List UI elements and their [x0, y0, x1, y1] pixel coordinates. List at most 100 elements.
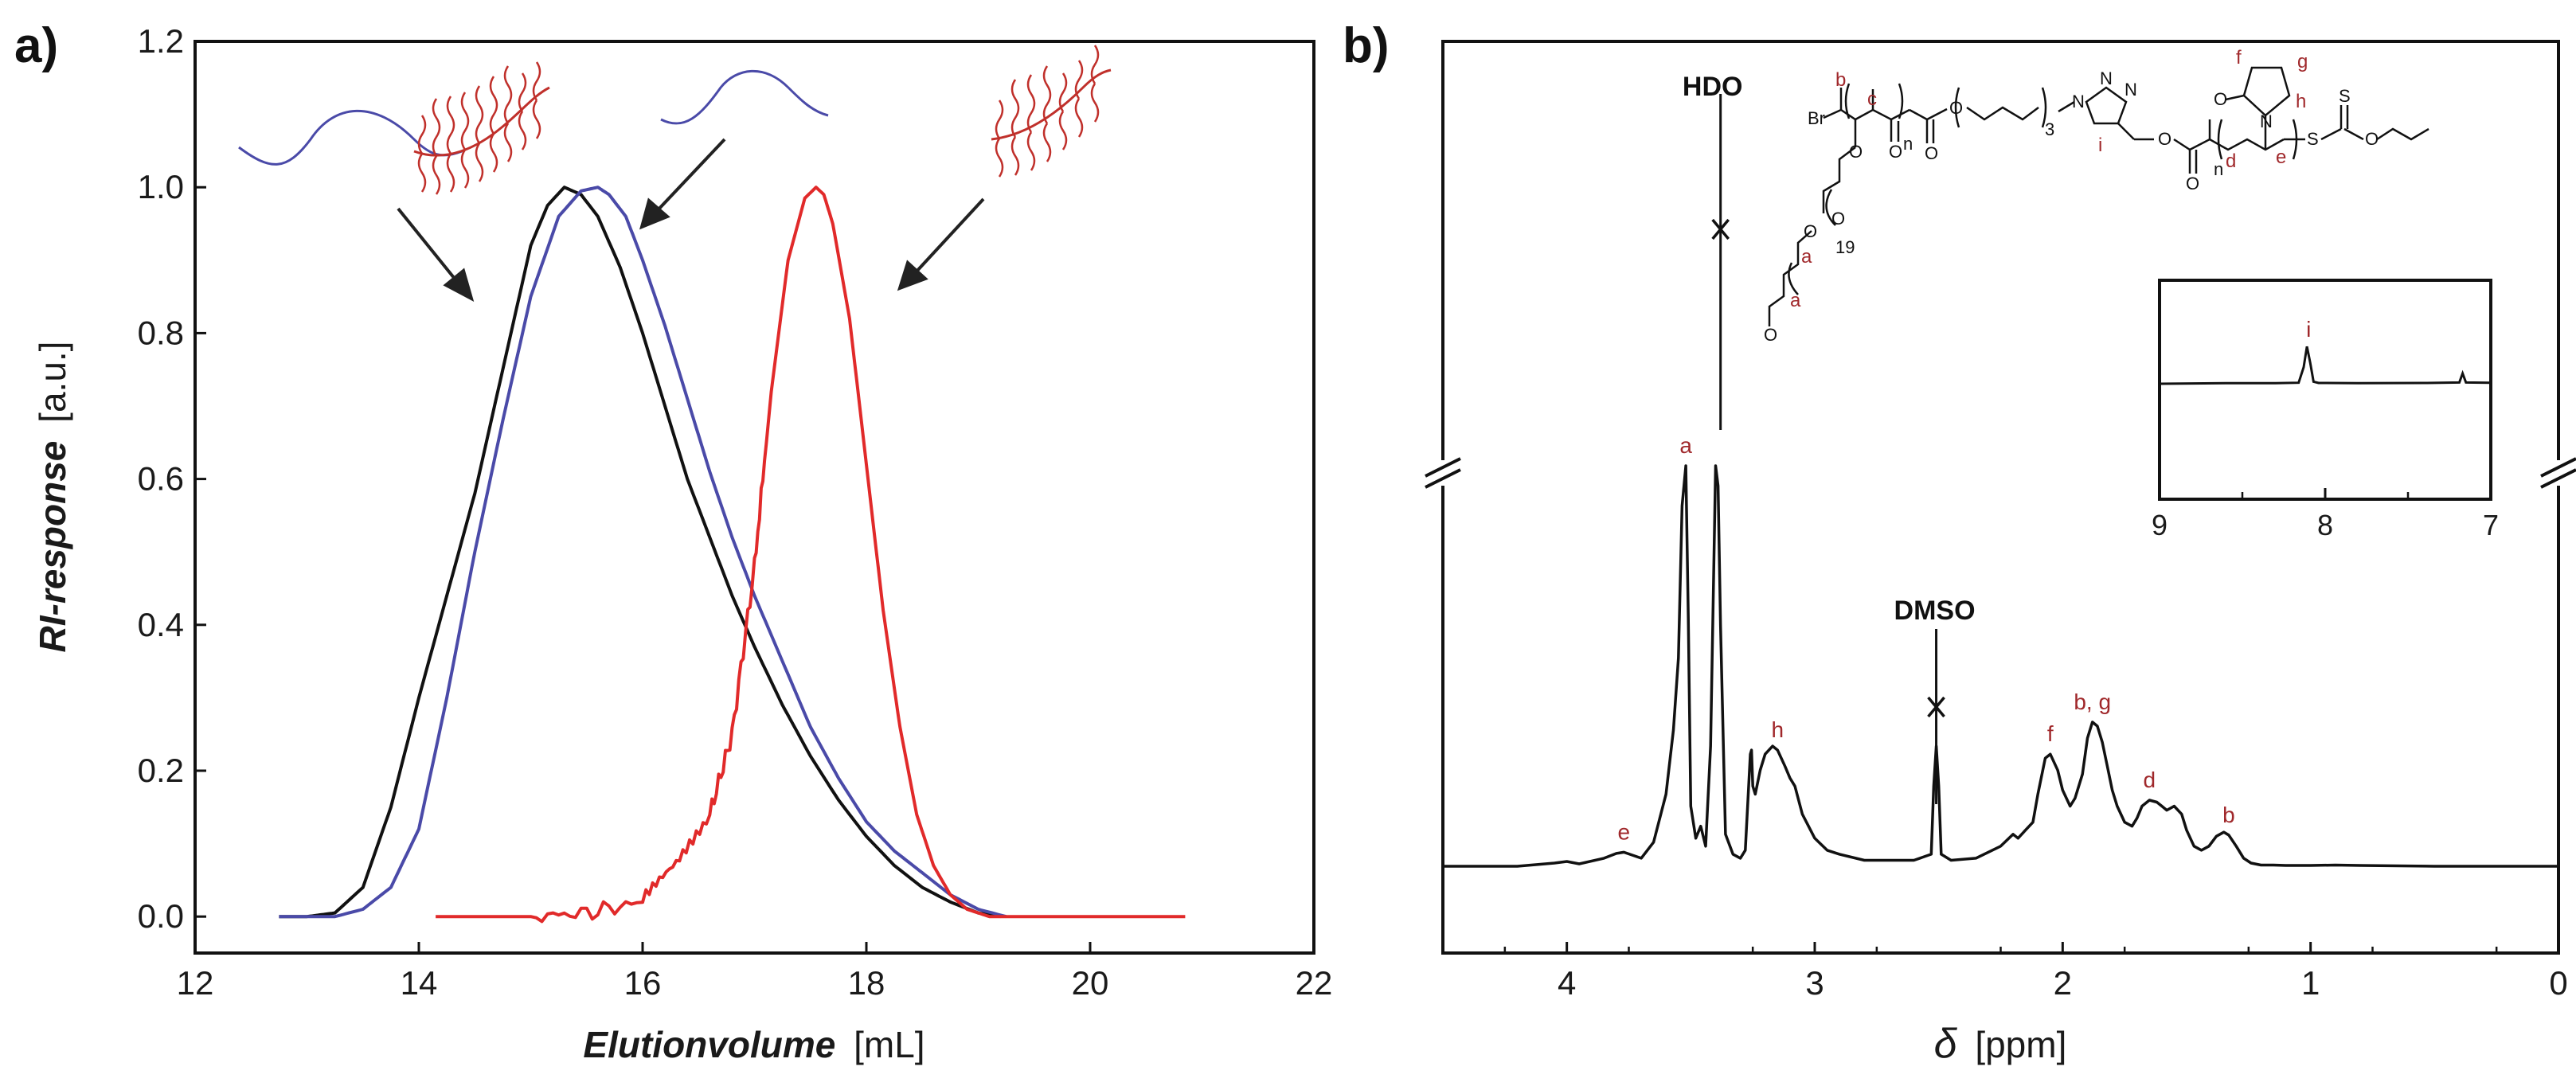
atom-br: Br: [1808, 108, 1825, 128]
atom-o-ester1: O: [1849, 142, 1863, 162]
inset-tick-label: 8: [2317, 509, 2333, 541]
atom-o-carbonyl3: O: [2186, 174, 2199, 193]
gpc-y-tick-label: 0.2: [138, 752, 184, 789]
nmr-peak-labels: a h e f b, g d b: [1617, 433, 2234, 844]
gpc-y-axis-title: RI-response [a.u.]: [32, 342, 73, 653]
gpc-series-group: [279, 186, 1186, 924]
copolymer-linear-block: [238, 109, 463, 166]
solvent-label-dmso: DMSO: [1894, 596, 1976, 626]
gpc-y-tick-label: 1.0: [138, 168, 184, 205]
nmr-peak-label-d: d: [2144, 768, 2156, 792]
bond-backbone-1: [1823, 108, 1910, 121]
linear-cartoon: [660, 69, 829, 125]
bond-o-ester3: [2173, 138, 2191, 151]
assign-e: e: [2276, 146, 2286, 168]
inset-x-axis: 9 8 7: [2152, 488, 2499, 541]
brush-sidechains: [995, 45, 1100, 178]
assign-i: i: [2098, 135, 2102, 156]
nmr-x-tick-label: 3: [1805, 964, 1824, 1002]
inset-tick-label: 7: [2483, 509, 2499, 541]
gpc-plot-frame: [193, 40, 1315, 955]
assign-c: c: [1867, 88, 1877, 110]
chemical-structure: [1768, 66, 2429, 326]
nmr-xlabel-symbol: δ: [1934, 1021, 1958, 1067]
solvent-cross-hdo: [1711, 218, 1730, 240]
gpc-x-axis-title: Elutionvolume [mL]: [583, 1024, 924, 1065]
nmr-inset: 9 8 7 i: [2152, 279, 2499, 541]
bracket-n1: [1844, 83, 1904, 119]
bracket-peg3: [1954, 87, 2047, 128]
solvent-cross-dmso: [1927, 696, 1945, 718]
gpc-y-tick-label: 0.0: [138, 897, 184, 935]
bond-to-triazole: [2058, 100, 2075, 113]
gpc-y-tick-label: 0.6: [138, 460, 184, 498]
inset-frame: [2158, 279, 2492, 501]
assign-g: g: [2297, 51, 2308, 72]
bond-ethyl: [2376, 127, 2429, 141]
atom-o-methoxy: O: [1764, 325, 1777, 345]
gpc-x-axis: 12 14 16 18 20 22: [177, 942, 1332, 1002]
structure-labels: Br n O O O O 3 N N N O O O N n S S O O 1…: [1764, 47, 2379, 345]
gpc-x-tick-label: 14: [401, 964, 438, 1002]
atom-o-ester3: O: [2158, 129, 2171, 149]
arrow-to-red-curve: [914, 197, 985, 274]
linear-chain: [660, 69, 829, 125]
nmr-x-tick-label: 1: [2301, 964, 2320, 1002]
nmr-solvent-markers: HDO DMSO: [1683, 72, 1976, 804]
bond-backbone-2: [2189, 138, 2285, 151]
arrow-to-blue-curve: [655, 138, 726, 213]
gpc-x-tick-label: 18: [848, 964, 885, 1002]
subscript-19: 19: [1835, 237, 1855, 257]
atom-o-carbonyl2: O: [1925, 143, 1938, 163]
solvent-label-hdo: HDO: [1683, 72, 1743, 102]
atom-n-pyrrolidone: N: [2260, 111, 2273, 131]
nmr-axis-break-right: [2540, 457, 2576, 489]
assign-h: h: [2296, 91, 2306, 112]
inset-spectrum-line: [2159, 346, 2492, 385]
nmr-peak-label-h: h: [1772, 717, 1784, 742]
nmr-x-axis: 4 3 2 1 0: [1503, 942, 2568, 1002]
nmr-peak-label-f: f: [2047, 721, 2054, 746]
nmr-peak-label-a: a: [1679, 433, 1692, 458]
nmr-xlabel-unit: [ppm]: [1975, 1024, 2066, 1065]
atom-o-end: O: [2365, 129, 2379, 149]
gpc-xlabel-unit: [mL]: [854, 1024, 924, 1065]
nmr-x-tick-label: 4: [1558, 964, 1576, 1002]
bond-to-linker: [1909, 108, 1928, 121]
nmr-chart: 4 3 2 1 0 a h e f b, g d b HDO DMSO δ [ppm] 9 8 7 i: [1425, 40, 2576, 1067]
inset-tick-label: 9: [2152, 509, 2168, 541]
nmr-peak-label-b: b: [2222, 803, 2235, 827]
copolymer-brush-sidechains: [417, 61, 541, 195]
assign-f: f: [2236, 47, 2242, 68]
gpc-x-tick-label: 12: [177, 964, 214, 1002]
atom-n-triazole: N: [2072, 92, 2085, 111]
atom-o-pyrrolidone: O: [2214, 89, 2227, 109]
gpc-x-tick-label: 16: [624, 964, 662, 1002]
nmr-spectrum-line: [1443, 464, 2558, 868]
gpc-y-axis: 0.0 0.2 0.4 0.6 0.8 1.0 1.2: [138, 22, 206, 935]
atom-o-chain2: O: [1804, 221, 1817, 241]
brush-cartoon: [991, 45, 1112, 178]
nmr-x-tick-label: 2: [2054, 964, 2072, 1002]
gpc-y-tick-label: 1.2: [138, 22, 184, 60]
subscript-3: 3: [2045, 119, 2054, 139]
arrow-head-blue: [639, 197, 670, 230]
gpc-series-block-copolymer: [279, 186, 1001, 919]
arrow-to-black-curve: [397, 207, 459, 284]
arrow-head-black: [443, 268, 475, 302]
triazole-ring: [2085, 86, 2128, 125]
bond-pyrr-co: [2225, 94, 2245, 101]
nmr-x-tick-label: 0: [2549, 964, 2567, 1002]
inset-peak-label-i: i: [2306, 317, 2311, 342]
assign-b: b: [1835, 69, 1846, 91]
bond-triazole-ch2: [2117, 123, 2135, 140]
subscript-n1: n: [1903, 134, 1913, 154]
panel-b-label: b): [1343, 18, 1390, 73]
nmr-peak-label-b-g: b, g: [2074, 689, 2111, 714]
assign-a1: a: [1801, 246, 1812, 268]
copolymer-cartoon: [238, 61, 550, 195]
atom-o-peg: O: [1949, 98, 1963, 118]
gpc-ylabel-unit: [a.u.]: [32, 342, 73, 423]
bond-s-cs: [2320, 127, 2342, 141]
